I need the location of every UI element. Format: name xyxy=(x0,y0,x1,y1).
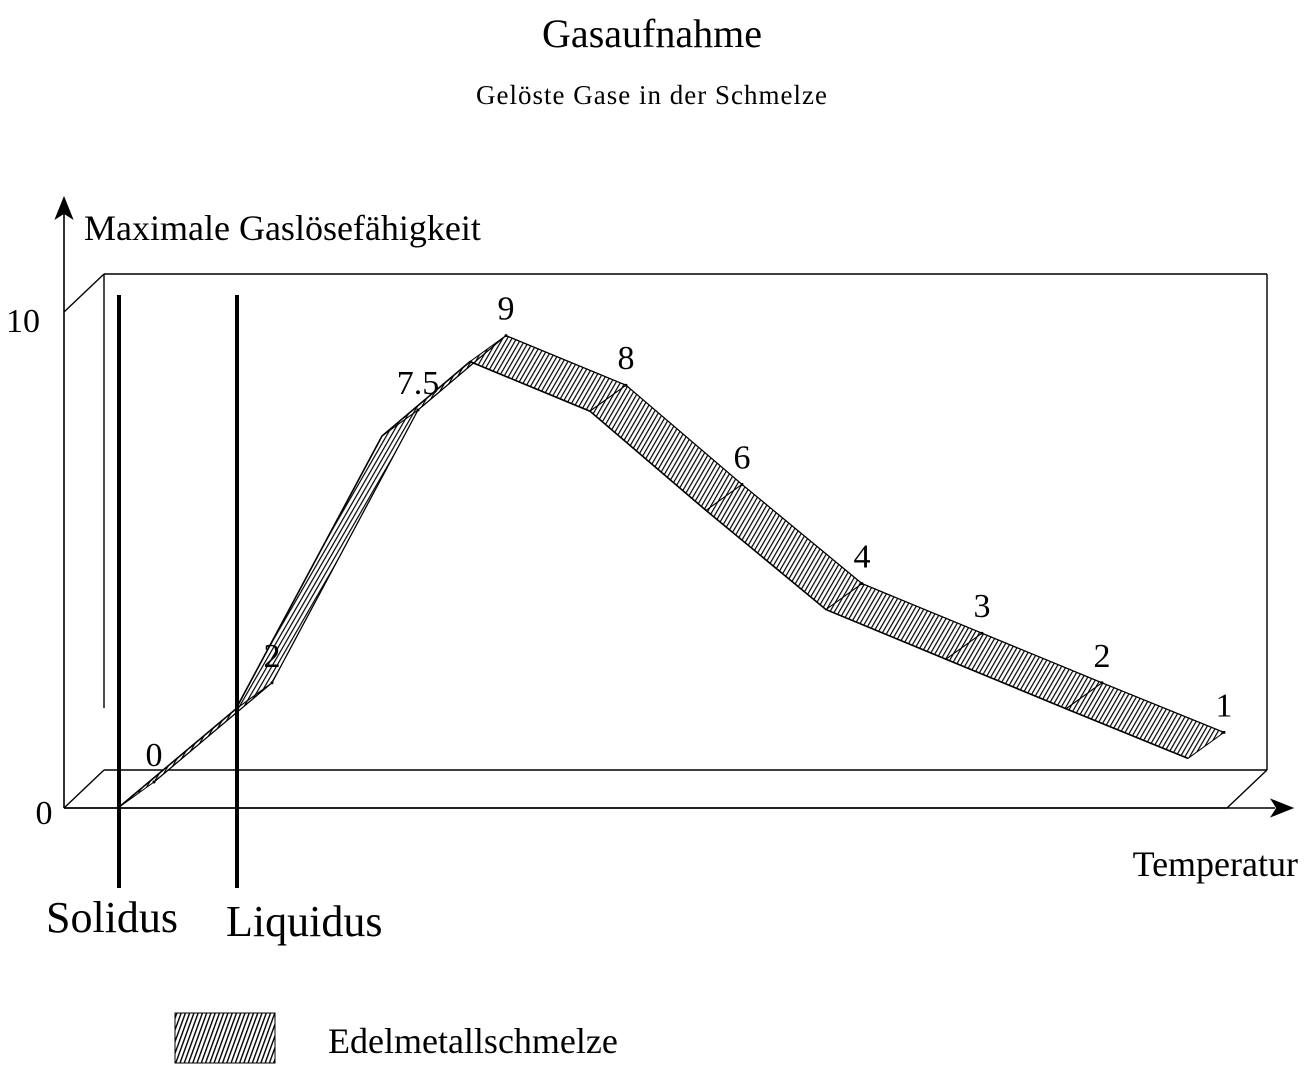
y-tick-label-0: 0 xyxy=(36,795,53,832)
x-axis-label: Temperatur xyxy=(1133,844,1298,884)
data-point xyxy=(504,334,508,338)
data-labels: 0 2 7.5 9 8 6 4 3 2 1 xyxy=(146,291,1233,784)
frame-bottom-right-diagonal xyxy=(1226,769,1268,809)
chart-title: Gasaufnahme xyxy=(542,11,762,56)
ribbon-segment xyxy=(589,384,743,512)
chart-subtitle: Gelöste Gase in der Schmelze xyxy=(476,80,828,110)
y-tick-label-10: 10 xyxy=(6,303,40,340)
data-point xyxy=(740,482,744,486)
data-point xyxy=(152,780,156,784)
legend-swatch xyxy=(174,1012,276,1064)
data-label: 2 xyxy=(264,638,281,675)
data-point xyxy=(416,408,420,412)
ribbon-segment xyxy=(944,632,1104,710)
data-point xyxy=(624,383,628,387)
frame-bottom-left-diagonal xyxy=(63,769,105,809)
data-label: 3 xyxy=(974,588,991,625)
y-axis-arrow-icon xyxy=(54,195,74,220)
solidus-label: Solidus xyxy=(46,893,178,942)
x-axis-arrow-icon xyxy=(1270,798,1295,818)
data-label: 2 xyxy=(1094,638,1111,675)
series-back-line xyxy=(153,334,1225,783)
data-label: 0 xyxy=(146,737,163,774)
series-front-line xyxy=(117,360,1189,809)
data-label: 4 xyxy=(854,539,871,576)
data-point xyxy=(1222,730,1226,734)
axes xyxy=(54,195,1295,818)
data-label: 8 xyxy=(618,340,635,377)
ribbon-segment xyxy=(1064,682,1226,759)
data-point xyxy=(1100,681,1104,685)
area-series-edelmetallschmelze xyxy=(117,334,1226,809)
y-axis-label: Maximale Gaslösefähigkeit xyxy=(84,208,481,248)
ribbon-segment xyxy=(705,483,863,611)
frame-top-left-diagonal xyxy=(63,273,105,313)
plot-frame xyxy=(63,273,1268,809)
ribbon-segment xyxy=(824,583,984,660)
data-label: 7.5 xyxy=(397,365,440,402)
liquidus-label: Liquidus xyxy=(226,897,382,946)
data-label: 1 xyxy=(1216,687,1233,724)
data-point xyxy=(860,582,864,586)
data-point xyxy=(270,681,274,685)
data-label: 6 xyxy=(734,439,751,476)
legend-label: Edelmetallschmelze xyxy=(328,1021,618,1061)
data-label: 9 xyxy=(498,291,515,328)
data-point xyxy=(980,631,984,635)
